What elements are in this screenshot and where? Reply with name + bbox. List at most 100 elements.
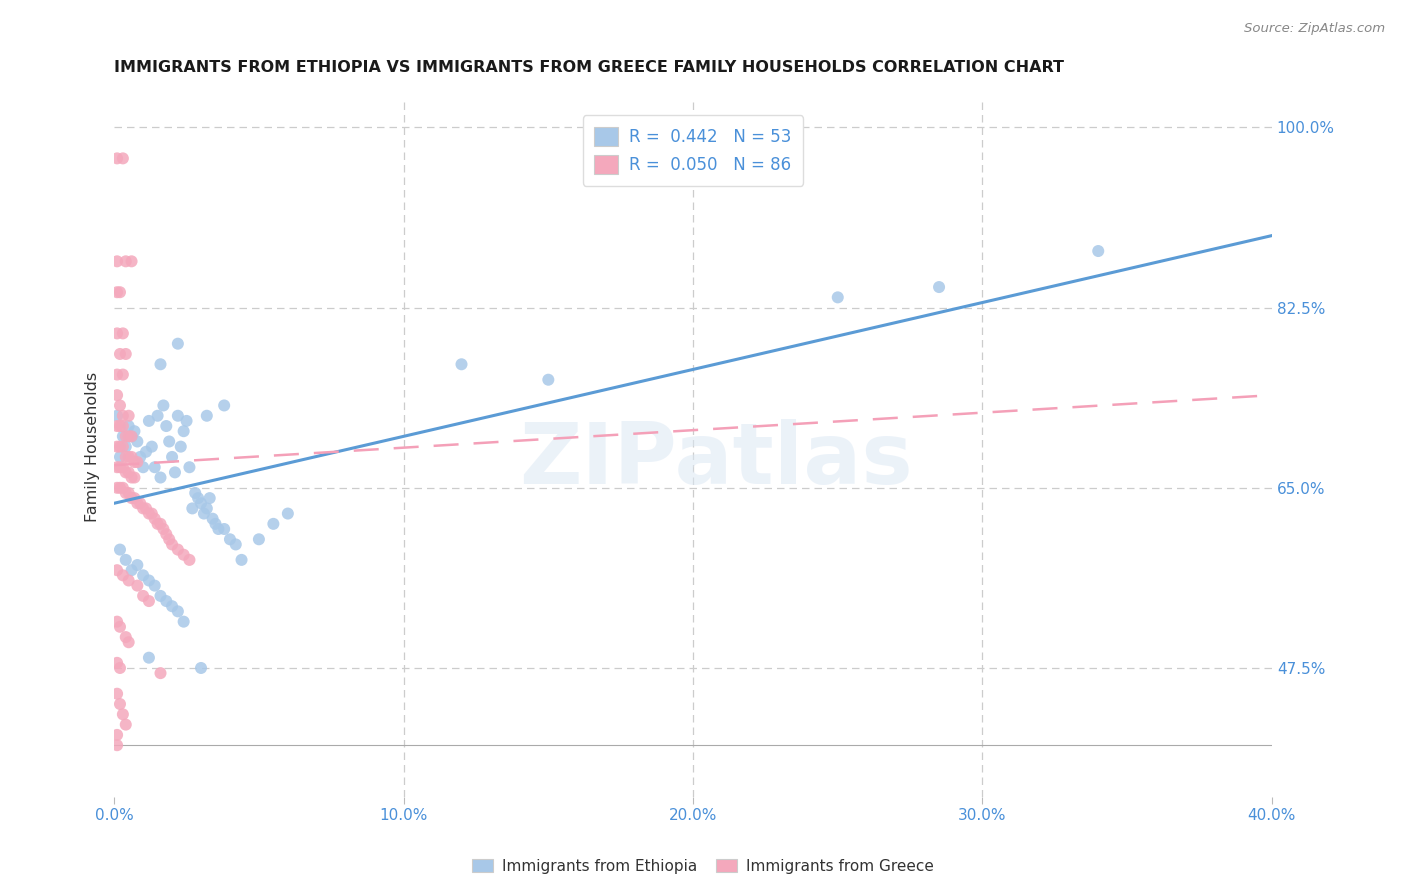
Point [108, 542, 131, 557]
Point [141, 507, 163, 521]
Point [105, 409, 128, 423]
Legend: Immigrants from Ethiopia, Immigrants from Greece: Immigrants from Ethiopia, Immigrants fro… [465, 853, 941, 880]
Point [1087, 244, 1109, 258]
Point [149, 357, 172, 371]
Point [124, 470, 146, 484]
Point [212, 399, 235, 413]
Point [111, 419, 134, 434]
Point [190, 661, 212, 675]
Point [190, 496, 212, 510]
Point [118, 486, 141, 500]
Point [111, 568, 134, 582]
Point [157, 533, 180, 547]
Point [184, 486, 207, 500]
Point [111, 409, 134, 423]
Point [195, 501, 218, 516]
Point [111, 152, 134, 166]
Point [114, 553, 136, 567]
Point [176, 414, 198, 428]
Point [163, 466, 186, 480]
Point [193, 507, 215, 521]
Point [262, 516, 284, 531]
Point [105, 738, 128, 752]
Point [149, 470, 172, 484]
Point [121, 254, 143, 268]
Point [108, 419, 131, 434]
Point [108, 620, 131, 634]
Point [167, 409, 190, 423]
Point [149, 516, 172, 531]
Point [105, 728, 128, 742]
Point [121, 429, 143, 443]
Point [114, 429, 136, 443]
Point [121, 450, 143, 464]
Point [127, 434, 149, 449]
Point [114, 254, 136, 268]
Point [114, 450, 136, 464]
Point [207, 522, 229, 536]
Point [212, 522, 235, 536]
Text: Source: ZipAtlas.com: Source: ZipAtlas.com [1244, 22, 1385, 36]
Point [111, 460, 134, 475]
Point [132, 501, 155, 516]
Point [167, 604, 190, 618]
Point [108, 481, 131, 495]
Point [138, 574, 160, 588]
Point [108, 697, 131, 711]
Point [111, 368, 134, 382]
Point [181, 501, 204, 516]
Point [247, 533, 270, 547]
Point [450, 357, 472, 371]
Point [118, 409, 141, 423]
Point [225, 537, 247, 551]
Point [105, 563, 128, 577]
Point [141, 440, 163, 454]
Point [114, 466, 136, 480]
Point [127, 455, 149, 469]
Point [108, 285, 131, 300]
Point [114, 440, 136, 454]
Point [121, 563, 143, 577]
Point [277, 507, 299, 521]
Point [138, 414, 160, 428]
Point [118, 635, 141, 649]
Point [105, 285, 128, 300]
Point [105, 419, 128, 434]
Point [146, 409, 169, 423]
Point [105, 615, 128, 629]
Point [173, 615, 195, 629]
Point [173, 424, 195, 438]
Point [155, 594, 177, 608]
Point [143, 512, 166, 526]
Point [111, 429, 134, 443]
Point [152, 399, 174, 413]
Point [198, 491, 221, 505]
Y-axis label: Family Households: Family Households [86, 372, 100, 522]
Point [118, 419, 141, 434]
Point [160, 450, 183, 464]
Point [157, 434, 180, 449]
Point [114, 347, 136, 361]
Point [179, 553, 201, 567]
Point [127, 496, 149, 510]
Point [127, 558, 149, 572]
Point [105, 656, 128, 670]
Point [108, 661, 131, 675]
Text: ZIPatlas: ZIPatlas [519, 419, 912, 502]
Point [928, 280, 950, 294]
Point [152, 522, 174, 536]
Point [132, 589, 155, 603]
Point [160, 537, 183, 551]
Point [195, 409, 218, 423]
Point [108, 399, 131, 413]
Point [170, 440, 193, 454]
Point [118, 574, 141, 588]
Point [108, 450, 131, 464]
Point [132, 460, 155, 475]
Point [135, 501, 157, 516]
Point [143, 460, 166, 475]
Point [114, 717, 136, 731]
Point [114, 630, 136, 644]
Point [132, 568, 155, 582]
Point [111, 481, 134, 495]
